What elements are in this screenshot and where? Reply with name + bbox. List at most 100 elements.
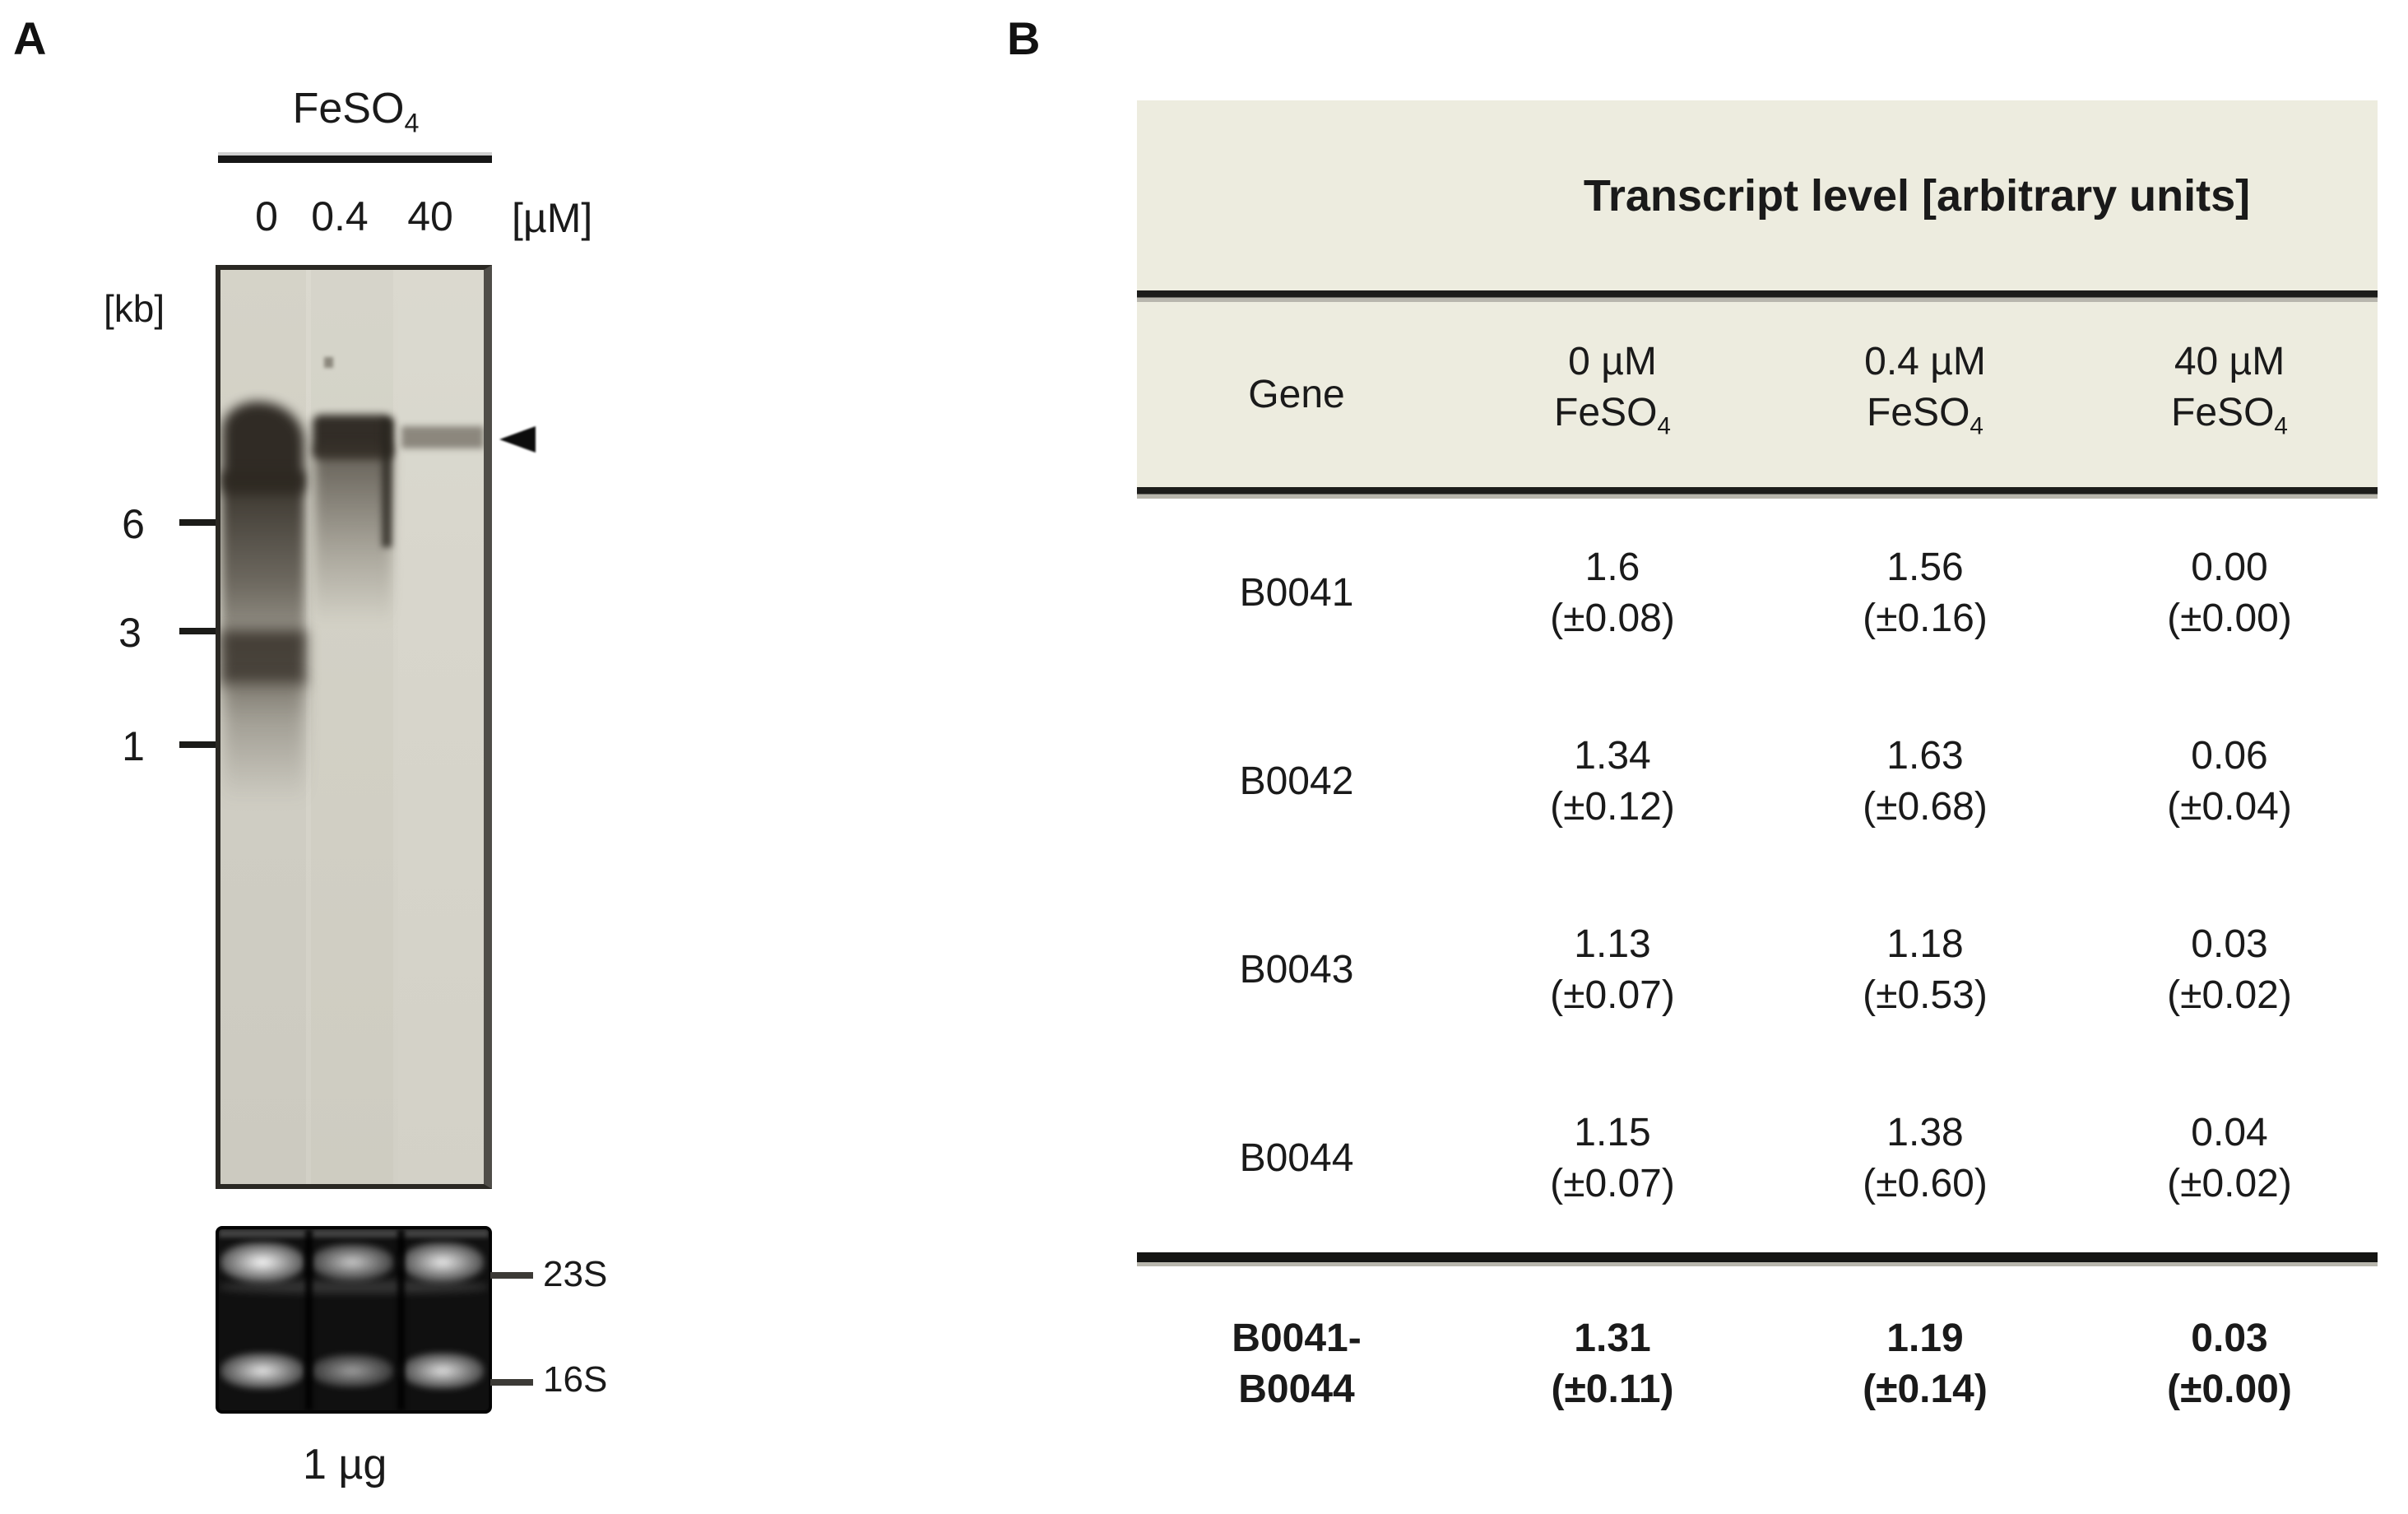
value-cell: 1.34 (±0.12) (1456, 687, 1769, 875)
size-tick-3 (179, 628, 220, 634)
value-cell: 1.31 (±0.11) (1456, 1266, 1769, 1462)
error: (±0.16) (1863, 596, 1988, 640)
panel-b-label: B (1007, 12, 1041, 64)
value: 0.00 (2191, 545, 2268, 589)
table-header-row: Gene 0 µM FeSO4 0.4 µM FeSO4 40 µM FeSO4 (1137, 302, 2378, 487)
error: (±0.04) (2167, 784, 2292, 829)
error: (±0.14) (1863, 1368, 1988, 1411)
gene-range-line1: B0041- (1232, 1317, 1362, 1360)
header-compound-sub: 4 (1970, 412, 1983, 440)
treatment-label: FeSO4 (218, 84, 494, 138)
value: 0.04 (2191, 1110, 2268, 1154)
16s-tick (490, 1379, 533, 1386)
table-divider-header (1137, 487, 2378, 499)
header-compound-base: FeSO (1554, 391, 1658, 435)
size-marker-1: 1 (122, 723, 145, 769)
size-marker-3: 3 (118, 610, 142, 656)
lane-2-tint (311, 270, 393, 1184)
table-summary-row: B0041- B0044 1.31 (±0.11) 1.19 (±0.14) 0… (1137, 1266, 2378, 1462)
gene-range: B0041- B0044 (1137, 1266, 1456, 1462)
16s-label: 16S (543, 1359, 608, 1400)
size-tick-6 (179, 519, 220, 526)
error: (±0.60) (1863, 1161, 1988, 1205)
table-row: B0041 1.6 (±0.08) 1.56 (±0.16) 0.00 (±0.… (1137, 499, 2378, 687)
value: 1.6 (1584, 545, 1640, 589)
concentration-unit-label: [µM] (512, 195, 593, 241)
23s-band-lane-1 (220, 1242, 304, 1282)
error: (±0.02) (2167, 1161, 2292, 1205)
23s-tick (490, 1272, 533, 1279)
value: 1.63 (1886, 733, 1964, 778)
column-header-40um: 40 µM FeSO4 (2081, 302, 2378, 487)
value-cell: 1.19 (±0.14) (1769, 1266, 2081, 1462)
16s-band-lane-3 (401, 1353, 484, 1389)
rrna-loading-gel (216, 1226, 492, 1414)
lane-separator-1 (305, 1229, 313, 1410)
header-compound-base: FeSO (2171, 391, 2275, 435)
value-cell: 0.06 (±0.04) (2081, 687, 2378, 875)
value-cell: 0.03 (±0.02) (2081, 875, 2378, 1064)
23s-lower-glow (219, 1280, 489, 1293)
lane-3-faint-band (401, 426, 484, 448)
column-header-0_4um: 0.4 µM FeSO4 (1769, 302, 2081, 487)
value-cell: 1.38 (±0.60) (1769, 1064, 2081, 1252)
value-cell: 1.63 (±0.68) (1769, 687, 2081, 875)
gene-name: B0044 (1239, 1136, 1354, 1180)
error: (±0.00) (2167, 1368, 2292, 1411)
value-cell: 0.00 (±0.00) (2081, 499, 2378, 687)
table-divider-summary (1137, 1252, 2378, 1266)
gene-name: B0042 (1239, 759, 1354, 803)
error: (±0.08) (1550, 596, 1675, 640)
value: 1.19 (1886, 1317, 1964, 1360)
column-header-0um: 0 µM FeSO4 (1456, 302, 1769, 487)
16s-band-lane-1 (220, 1353, 304, 1389)
value-cell: 0.03 (±0.00) (2081, 1266, 2378, 1462)
error: (±0.07) (1550, 1161, 1675, 1205)
error: (±0.00) (2167, 596, 2292, 640)
panel-a-label: A (13, 12, 47, 64)
value: 1.31 (1574, 1317, 1651, 1360)
table-row: B0043 1.13 (±0.07) 1.18 (±0.53) 0.03 (±0… (1137, 875, 2378, 1064)
lane-3-tint (398, 270, 484, 1184)
northern-blot-gel (216, 265, 492, 1189)
gel-top-highlight (219, 1229, 489, 1238)
size-unit-label: [kb] (104, 287, 165, 330)
header-compound-base: FeSO (1867, 391, 1970, 435)
value: 0.03 (2191, 922, 2268, 966)
header-compound: FeSO4 (2171, 388, 2288, 452)
treatment-underline (218, 152, 492, 163)
value-cell: 1.6 (±0.08) (1456, 499, 1769, 687)
table-title-row: Transcript level [arbitrary units] (1137, 100, 2378, 290)
lane-1-lower-band (220, 630, 306, 685)
header-compound: FeSO4 (1867, 388, 1983, 452)
lane-1-fade (224, 680, 304, 803)
table-row: B0044 1.15 (±0.07) 1.38 (±0.60) 0.04 (±0… (1137, 1064, 2378, 1252)
value: 1.13 (1574, 922, 1651, 966)
loading-amount-label: 1 µg (303, 1441, 387, 1488)
table-divider-top (1137, 290, 2378, 302)
value-cell: 1.18 (±0.53) (1769, 875, 2081, 1064)
header-compound: FeSO4 (1554, 388, 1671, 452)
value: 1.15 (1574, 1110, 1651, 1154)
lane-label-0: 0 (255, 193, 278, 239)
gene-name: B0043 (1239, 947, 1354, 992)
rrna-gel-lanes (219, 1229, 489, 1410)
value-cell: 1.13 (±0.07) (1456, 875, 1769, 1064)
lane-label-40: 40 (407, 193, 453, 239)
value: 0.06 (2191, 733, 2268, 778)
lane-2-edge-streak (382, 420, 392, 547)
error: (±0.02) (2167, 973, 2292, 1017)
gene-range-line2: B0044 (1238, 1368, 1355, 1411)
value-cell: 1.56 (±0.16) (1769, 499, 2081, 687)
value: 1.34 (1574, 733, 1651, 778)
23s-band-lane-3 (401, 1242, 484, 1282)
value: 1.56 (1886, 545, 1964, 589)
value: 0.03 (2191, 1317, 2268, 1360)
value: 1.18 (1886, 922, 1964, 966)
treatment-subscript: 4 (404, 108, 420, 138)
header-compound-sub: 4 (1657, 412, 1671, 440)
header-compound-sub: 4 (2274, 412, 2288, 440)
gene-column-header: Gene (1248, 372, 1345, 416)
value: 1.38 (1886, 1110, 1964, 1154)
